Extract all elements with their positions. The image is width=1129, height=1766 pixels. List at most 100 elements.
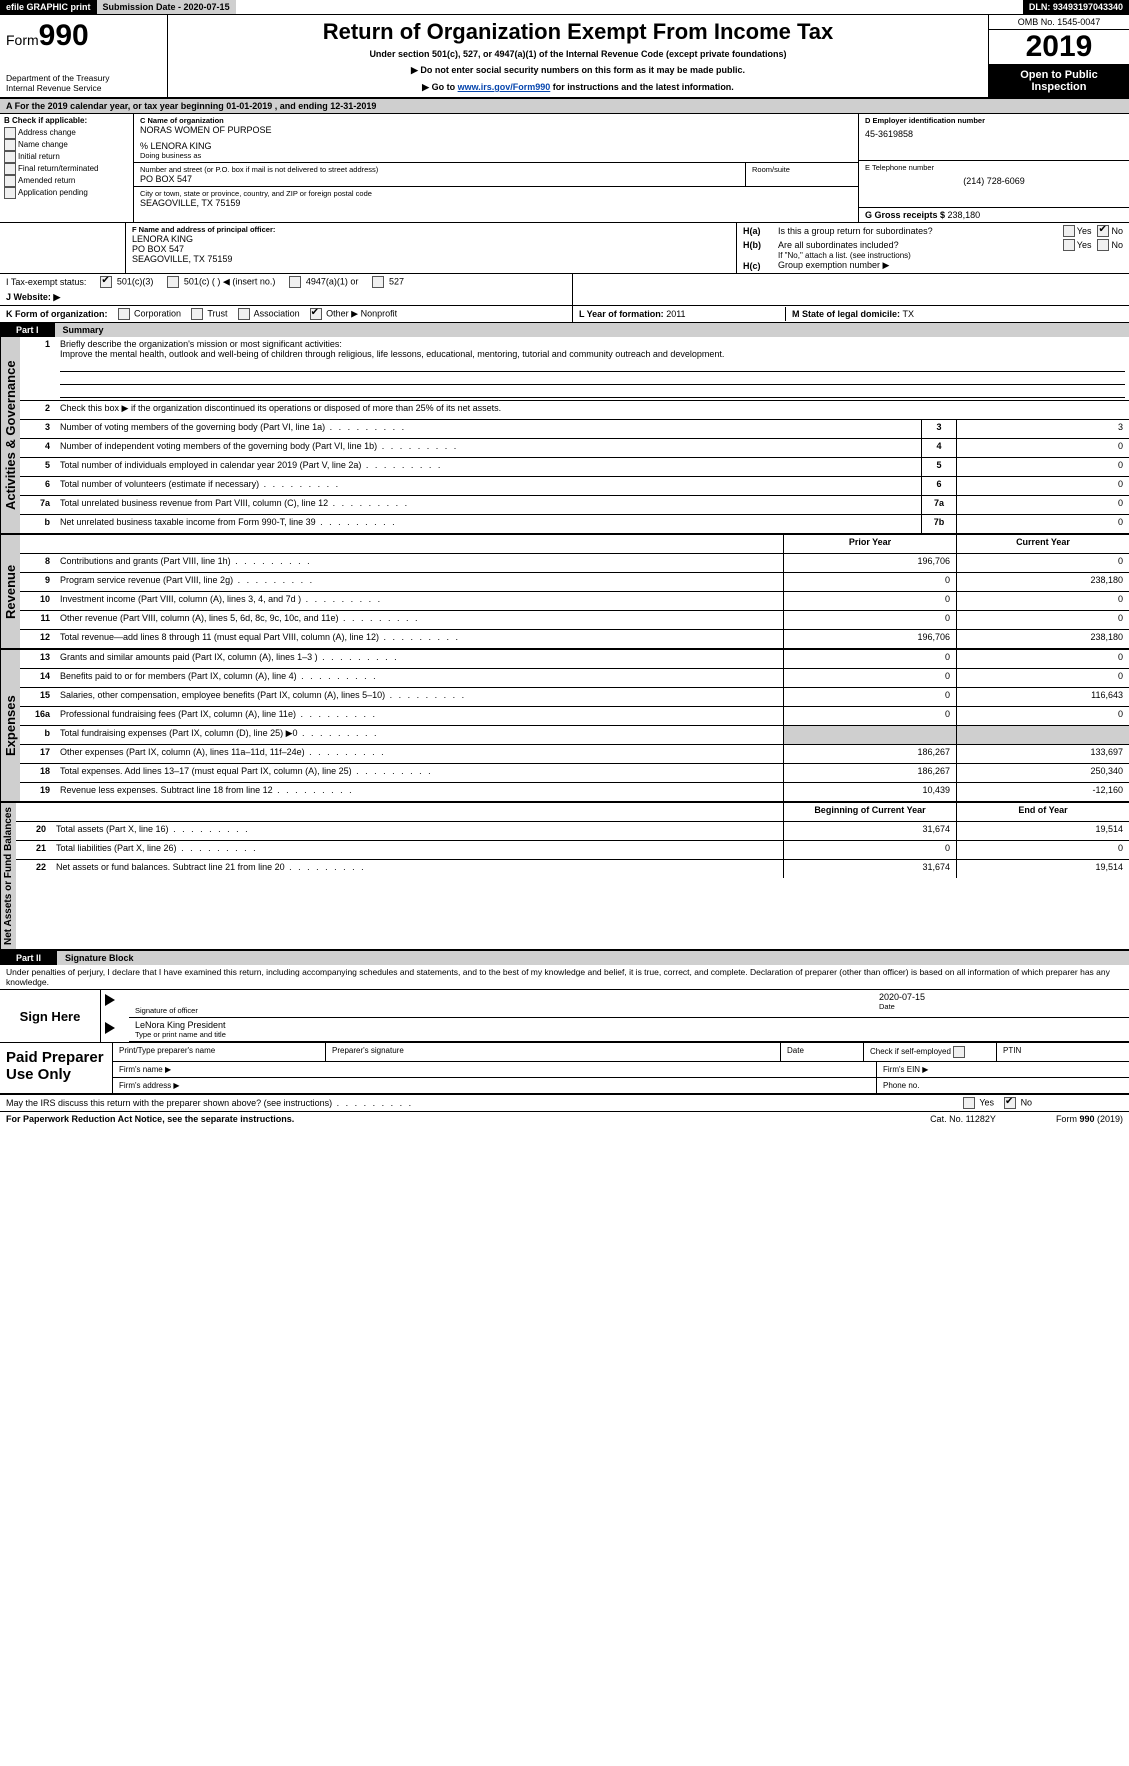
line-text: Total revenue—add lines 8 through 11 (mu… bbox=[56, 630, 783, 648]
org-name: NORAS WOMEN OF PURPOSE bbox=[140, 125, 852, 135]
line-num: 10 bbox=[20, 592, 56, 610]
footer-mid: Cat. No. 11282Y bbox=[930, 1114, 996, 1124]
col-headers: Beginning of Current Year End of Year bbox=[16, 803, 1129, 821]
col-c: C Name of organization NORAS WOMEN OF PU… bbox=[134, 114, 859, 222]
b-label: Address change bbox=[18, 128, 76, 137]
m-label: M State of legal domicile: bbox=[792, 309, 903, 319]
col-b: B Check if applicable: Address change Na… bbox=[0, 114, 134, 222]
line-text: Salaries, other compensation, employee b… bbox=[56, 688, 783, 706]
prior-value: 186,267 bbox=[783, 745, 956, 763]
col-de: D Employer identification number 45-3619… bbox=[859, 114, 1129, 222]
pt-ptin: PTIN bbox=[997, 1043, 1129, 1061]
checkbox-icon[interactable] bbox=[100, 276, 112, 288]
line1-text: Briefly describe the organization's miss… bbox=[56, 337, 1129, 400]
checkbox-icon[interactable] bbox=[953, 1046, 965, 1058]
current-value: 0 bbox=[956, 707, 1129, 725]
line-text: Number of independent voting members of … bbox=[56, 439, 921, 457]
c-name-block: C Name of organization NORAS WOMEN OF PU… bbox=[134, 114, 858, 163]
exp-content: 13 Grants and similar amounts paid (Part… bbox=[20, 650, 1129, 801]
current-value: 0 bbox=[956, 650, 1129, 668]
checkbox-icon[interactable] bbox=[191, 308, 203, 320]
checkbox-icon[interactable] bbox=[4, 151, 16, 163]
summary-row: 3 Number of voting members of the govern… bbox=[20, 419, 1129, 438]
row-klm: K Form of organization: Corporation Trus… bbox=[0, 306, 1129, 323]
checkbox-icon[interactable] bbox=[1004, 1097, 1016, 1109]
checkbox-icon[interactable] bbox=[1063, 225, 1075, 237]
sig-officer-label: Signature of officer bbox=[135, 1006, 867, 1015]
checkbox-icon[interactable] bbox=[4, 139, 16, 151]
d-label: D Employer identification number bbox=[865, 116, 1123, 125]
checkbox-icon[interactable] bbox=[167, 276, 179, 288]
current-value: 133,697 bbox=[956, 745, 1129, 763]
line-value: 0 bbox=[956, 439, 1129, 457]
prior-value: 0 bbox=[783, 669, 956, 687]
other-val: Nonprofit bbox=[361, 308, 398, 318]
checkbox-icon[interactable] bbox=[1097, 239, 1109, 251]
summary-row: 12 Total revenue—add lines 8 through 11 … bbox=[20, 629, 1129, 648]
gross-receipts: 238,180 bbox=[948, 210, 981, 220]
line-text: Investment income (Part VIII, column (A)… bbox=[56, 592, 783, 610]
checkbox-icon[interactable] bbox=[4, 187, 16, 199]
line-num: 21 bbox=[16, 841, 52, 859]
row-i: I Tax-exempt status: 501(c)(3) 501(c) ( … bbox=[0, 274, 1129, 306]
line-text: Program service revenue (Part VIII, line… bbox=[56, 573, 783, 591]
net-content: Beginning of Current Year End of Year 20… bbox=[16, 803, 1129, 949]
checkbox-icon[interactable] bbox=[963, 1097, 975, 1109]
line2-label: Check this box ▶ if the organization dis… bbox=[60, 403, 501, 413]
line-num: 6 bbox=[20, 477, 56, 495]
name-title-cell: LeNora King President Type or print name… bbox=[129, 1018, 1129, 1042]
sidebar-net-assets: Net Assets or Fund Balances bbox=[0, 803, 16, 949]
instructions-link[interactable]: www.irs.gov/Form990 bbox=[458, 82, 551, 92]
row-a-tax-year: A For the 2019 calendar year, or tax yea… bbox=[0, 99, 1129, 114]
i-opt: 527 bbox=[372, 276, 404, 288]
l-val: 2011 bbox=[666, 309, 685, 319]
line-text: Benefits paid to or for members (Part IX… bbox=[56, 669, 783, 687]
spacer bbox=[56, 535, 783, 553]
blank-line bbox=[60, 372, 1125, 385]
rowA-mid: , and ending bbox=[272, 101, 330, 111]
b-label: Application pending bbox=[18, 188, 88, 197]
checkbox-icon[interactable] bbox=[310, 308, 322, 320]
line-text: Professional fundraising fees (Part IX, … bbox=[56, 707, 783, 725]
h-block: H(a) Is this a group return for subordin… bbox=[737, 223, 1129, 273]
line2-text: Check this box ▶ if the organization dis… bbox=[56, 401, 1129, 419]
sub3-post: for instructions and the latest informat… bbox=[550, 82, 734, 92]
prior-value: 0 bbox=[783, 611, 956, 629]
subtitle-1: Under section 501(c), 527, or 4947(a)(1)… bbox=[174, 49, 982, 59]
line1-pre: Briefly describe the organization's miss… bbox=[60, 339, 342, 349]
b-label: Amended return bbox=[18, 176, 75, 185]
hc-text: Group exemption number ▶ bbox=[778, 260, 889, 271]
yes-label: Yes bbox=[1077, 240, 1092, 250]
b-heading: B Check if applicable: bbox=[4, 116, 129, 125]
blank-line bbox=[60, 359, 1125, 372]
checkbox-icon[interactable] bbox=[289, 276, 301, 288]
efile-label: efile GRAPHIC print bbox=[0, 0, 97, 14]
summary-row: 8 Contributions and grants (Part VIII, l… bbox=[20, 553, 1129, 572]
checkbox-icon[interactable] bbox=[238, 308, 250, 320]
b-item: Application pending bbox=[4, 187, 129, 199]
hb-label: H(b) bbox=[743, 240, 778, 250]
checkbox-icon[interactable] bbox=[1097, 225, 1109, 237]
officer-city: SEAGOVILLE, TX 75159 bbox=[132, 254, 730, 264]
discuss-text: May the IRS discuss this return with the… bbox=[6, 1098, 413, 1108]
street: PO BOX 547 bbox=[140, 174, 739, 184]
checkbox-icon[interactable] bbox=[118, 308, 130, 320]
line-num: 18 bbox=[20, 764, 56, 782]
f-label: F Name and address of principal officer: bbox=[132, 225, 730, 234]
tax-year: 2019 bbox=[989, 30, 1129, 65]
block-bcde: B Check if applicable: Address change Na… bbox=[0, 114, 1129, 223]
top-bar: efile GRAPHIC print Submission Date - 20… bbox=[0, 0, 1129, 15]
checkbox-icon[interactable] bbox=[4, 163, 16, 175]
h-c-row: H(c) Group exemption number ▶ bbox=[743, 260, 1123, 271]
subtitle-2: ▶ Do not enter social security numbers o… bbox=[174, 65, 982, 76]
checkbox-icon[interactable] bbox=[4, 175, 16, 187]
form-header: Form990 Department of the Treasury Inter… bbox=[0, 15, 1129, 99]
row-fh: F Name and address of principal officer:… bbox=[0, 223, 1129, 274]
form-number: Form990 bbox=[6, 19, 161, 53]
line-num: 17 bbox=[20, 745, 56, 763]
checkbox-icon[interactable] bbox=[4, 127, 16, 139]
checkbox-icon[interactable] bbox=[372, 276, 384, 288]
header-left: Form990 Department of the Treasury Inter… bbox=[0, 15, 168, 97]
checkbox-icon[interactable] bbox=[1063, 239, 1075, 251]
h-a-row: H(a) Is this a group return for subordin… bbox=[743, 225, 1123, 237]
